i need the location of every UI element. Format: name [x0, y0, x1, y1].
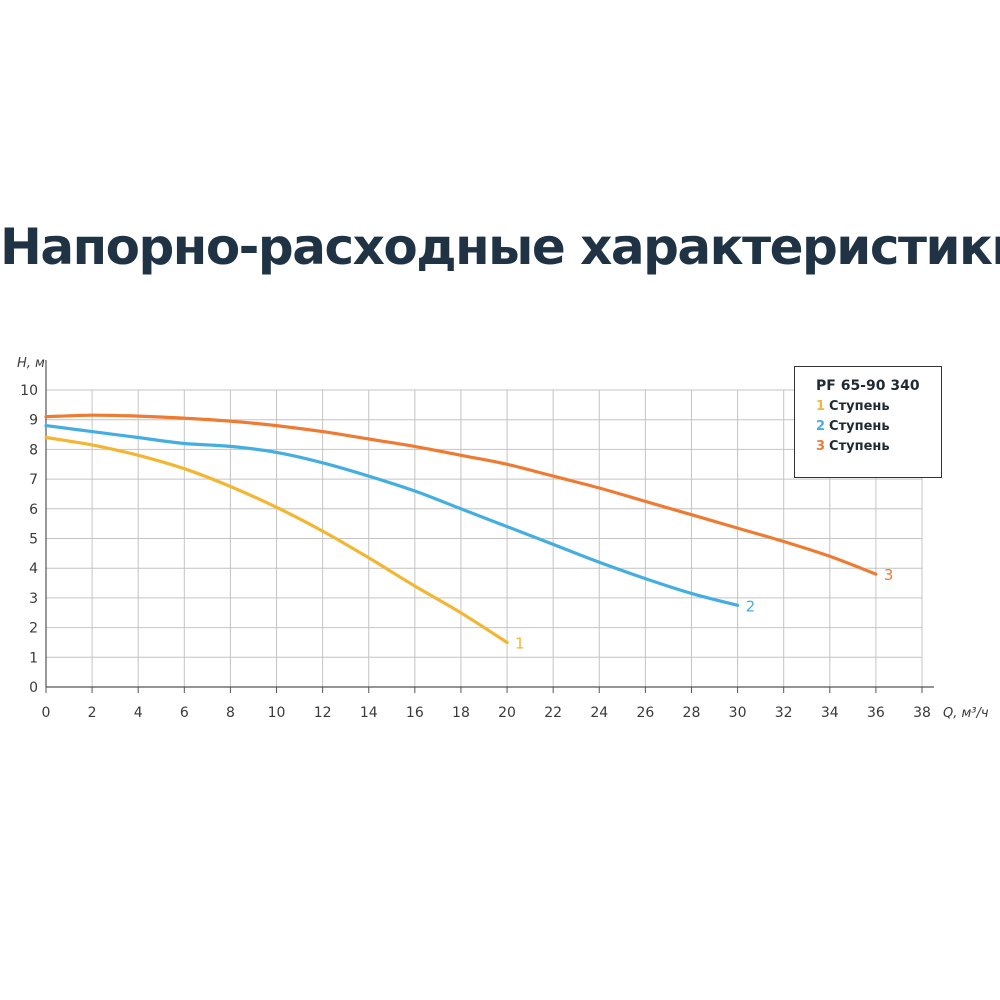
x-axis-label: Q, м³/ч — [943, 706, 989, 721]
x-tick-label: 26 — [636, 705, 654, 721]
x-tick-label: 30 — [729, 705, 747, 721]
y-tick-label: 5 — [29, 532, 38, 548]
y-tick-label: 9 — [29, 413, 38, 429]
legend-item-2-text: Ступень — [829, 419, 890, 434]
x-tick-label: 22 — [544, 705, 562, 721]
legend: PF 65-90 340 1 Ступень 2 Ступень 3 Ступень — [794, 366, 942, 478]
x-tick-label: 12 — [314, 705, 332, 721]
legend-item-1-number: 1 — [816, 399, 826, 414]
y-tick-label: 7 — [29, 472, 38, 488]
y-tick-label: 0 — [29, 680, 38, 696]
x-tick-label: 16 — [406, 705, 424, 721]
x-tick-label: 34 — [821, 705, 839, 721]
legend-item-3: 3 Ступень — [816, 437, 941, 457]
legend-item-2-number: 2 — [816, 419, 826, 434]
y-tick-label: 3 — [29, 591, 38, 607]
y-tick-label: 1 — [29, 650, 38, 666]
x-tick-label: 32 — [775, 705, 793, 721]
x-tick-label: 6 — [180, 705, 189, 721]
y-tick-label: 6 — [29, 502, 38, 518]
x-tick-label: 8 — [226, 705, 235, 721]
legend-item-1-text: Ступень — [829, 399, 890, 414]
legend-item-3-number: 3 — [816, 439, 826, 454]
x-tick-label: 24 — [590, 705, 608, 721]
grid — [46, 389, 923, 687]
x-tick-label: 10 — [268, 705, 286, 721]
y-tick-label: 10 — [20, 383, 38, 399]
x-tick-label: 14 — [360, 705, 378, 721]
series-1-end-label: 1 — [515, 634, 525, 652]
series-2-end-label: 2 — [746, 597, 756, 615]
y-tick-label: 4 — [29, 561, 38, 577]
x-tick-label: 2 — [88, 705, 97, 721]
legend-item-2: 2 Ступень — [816, 417, 941, 437]
x-tick-label: 36 — [867, 705, 885, 721]
y-tick-label: 2 — [29, 621, 38, 637]
legend-item-1: 1 Ступень — [816, 397, 941, 417]
page-title: Напорно-расходные характеристики — [0, 218, 1000, 276]
series-3-line — [44, 413, 878, 576]
y-tick-label: 8 — [29, 442, 38, 458]
x-tick-label: 4 — [134, 705, 143, 721]
axes — [45, 360, 934, 693]
x-tick-label: 0 — [42, 705, 51, 721]
y-axis-label: H, м — [17, 356, 45, 371]
legend-title: PF 65-90 340 — [816, 378, 920, 394]
x-tick-label: 28 — [683, 705, 701, 721]
series-3-end-label: 3 — [884, 566, 894, 584]
series: 1 2 3 — [44, 413, 894, 652]
series-1-line — [44, 435, 509, 645]
x-tick-label: 18 — [452, 705, 470, 721]
legend-item-3-text: Ступень — [829, 439, 890, 454]
series-2-line — [44, 424, 740, 607]
x-tick-label: 20 — [498, 705, 516, 721]
x-tick-label: 38 — [913, 705, 931, 721]
